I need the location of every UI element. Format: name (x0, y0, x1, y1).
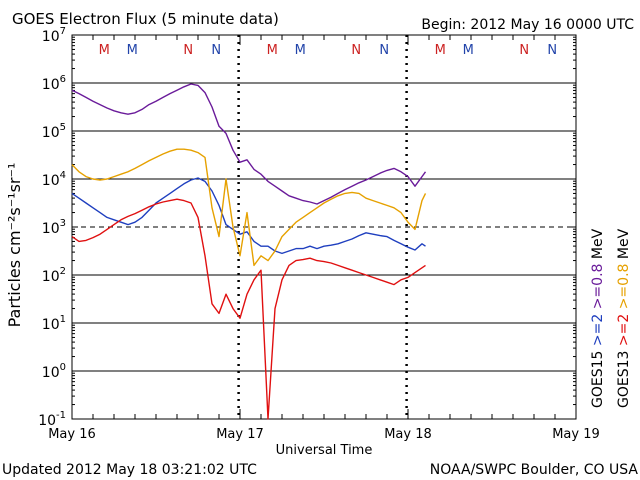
updated-timestamp: Updated 2012 May 18 03:21:02 UTC (2, 462, 257, 478)
chart-title: GOES Electron Flux (5 minute data) (12, 10, 279, 28)
legend-column-4: GOES13 >=2 >=0.8 MeV (616, 228, 632, 408)
ytick-label-4: 103 (42, 218, 66, 237)
xtick-label-1: May 17 (216, 427, 264, 442)
crossing-marker-2: N (183, 43, 193, 58)
x-axis-label: Universal Time (276, 443, 373, 458)
legend-entry-0: GOES15 (590, 351, 606, 408)
legend-entry-6: >=0.8 (616, 264, 632, 314)
ytick-label-2: 105 (42, 122, 66, 141)
crossing-marker-6: N (351, 43, 361, 58)
legend-entry-7: MeV (616, 228, 632, 263)
ytick-label-1: 106 (42, 74, 66, 93)
ytick-label-8: 10-1 (38, 410, 66, 429)
begin-label: Begin: 2012 May 16 0000 UTC (421, 17, 634, 33)
legend-column-0: GOES15 >=2 >=0.8 MeV (590, 228, 606, 408)
series-line-3 (71, 198, 426, 420)
legend-entry-3: MeV (590, 228, 606, 263)
legend-entry-2: >=0.8 (590, 264, 606, 314)
crossing-marker-11: N (547, 43, 557, 58)
xtick-label-0: May 16 (48, 427, 96, 442)
crossing-marker-3: N (211, 43, 221, 58)
ytick-label-5: 102 (42, 266, 66, 285)
crossing-marker-8: M (435, 43, 446, 58)
grid-lines (72, 34, 576, 420)
legend-entry-4: GOES13 (616, 351, 632, 408)
legend-entry-1: >=2 (590, 314, 606, 351)
crossing-marker-10: N (519, 43, 529, 58)
crossing-marker-7: N (379, 43, 389, 58)
source-credit: NOAA/SWPC Boulder, CO USA (430, 462, 639, 478)
series-line-0 (71, 83, 427, 205)
y-axis-label: Particles cm⁻²s⁻¹sr⁻¹ (5, 163, 24, 328)
noon-markers (237, 35, 408, 419)
x-tick-labels: May 16 May 17 May 18 May 19 (48, 427, 600, 442)
series-lines (71, 83, 427, 420)
y-tick-labels: 107 106 105 104 103 102 101 100 10-1 (38, 26, 66, 429)
series-line-1 (71, 177, 426, 255)
ytick-label-6: 101 (42, 314, 66, 333)
ytick-label-7: 100 (42, 362, 66, 381)
ytick-label-0: 107 (42, 26, 66, 45)
crossing-marker-9: M (463, 43, 474, 58)
xtick-label-3: May 19 (552, 427, 600, 442)
legend-entry-5: >=2 (616, 314, 632, 351)
crossing-marker-4: M (267, 43, 278, 58)
crossing-marker-5: M (295, 43, 306, 58)
crossing-marker-1: M (127, 43, 138, 58)
series-line-2 (71, 148, 427, 267)
xtick-label-2: May 18 (384, 427, 432, 442)
x-ticks (71, 35, 577, 419)
ytick-label-3: 104 (42, 170, 66, 189)
crossing-marker-0: M (99, 43, 110, 58)
